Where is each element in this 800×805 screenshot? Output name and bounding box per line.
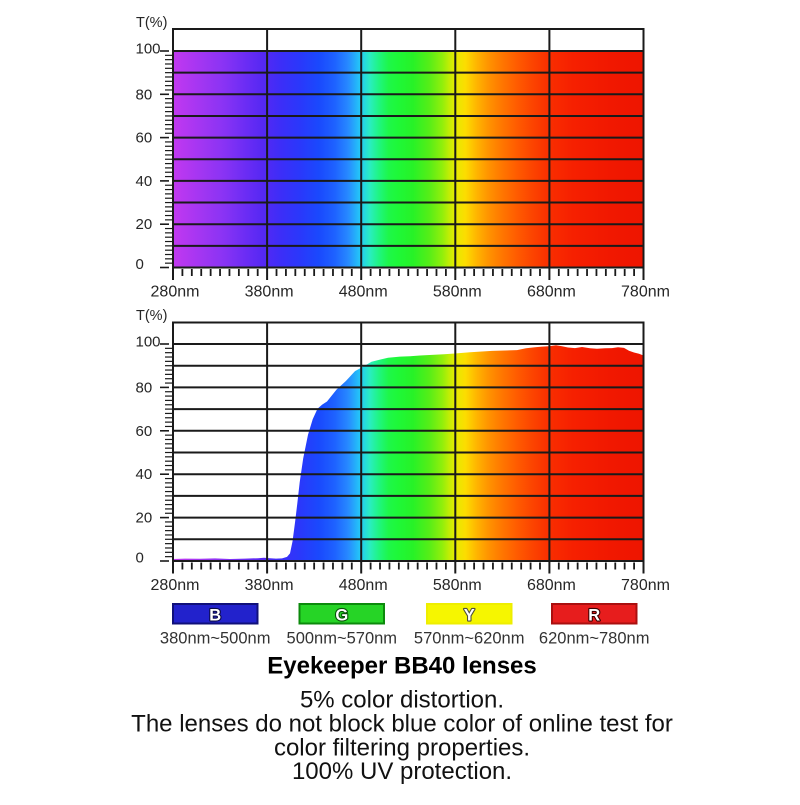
svg-text:580nm: 580nm [433,577,482,594]
svg-text:20: 20 [136,216,153,233]
svg-text:60: 60 [136,130,153,147]
svg-text:40: 40 [136,466,153,483]
svg-text:20: 20 [136,510,153,527]
svg-text:color filtering properties.: color filtering properties. [274,735,530,762]
svg-text:380nm: 380nm [245,577,294,594]
svg-text:680nm: 680nm [527,284,576,301]
svg-text:B: B [209,607,221,625]
svg-text:280nm: 280nm [151,577,200,594]
svg-text:The lenses do not block blue c: The lenses do not block blue color of on… [131,711,673,738]
svg-text:Eyekeeper BB40 lenses: Eyekeeper BB40 lenses [267,653,537,680]
svg-text:280nm: 280nm [151,284,200,301]
svg-text:480nm: 480nm [339,284,388,301]
svg-text:40: 40 [136,173,153,190]
svg-text:80: 80 [136,379,153,396]
svg-text:570nm~620nm: 570nm~620nm [414,630,525,648]
svg-text:620nm~780nm: 620nm~780nm [539,630,650,648]
svg-text:0: 0 [136,550,144,567]
svg-text:380nm~500nm: 380nm~500nm [160,630,271,648]
svg-text:100: 100 [136,334,161,351]
svg-text:680nm: 680nm [527,577,576,594]
svg-text:R: R [588,607,600,625]
svg-text:T(%): T(%) [136,15,167,31]
svg-text:580nm: 580nm [433,284,482,301]
svg-text:480nm: 480nm [339,577,388,594]
svg-text:100: 100 [136,41,161,58]
svg-text:5% color distortion.: 5% color distortion. [300,687,504,714]
svg-text:G: G [335,607,348,625]
svg-text:100% UV protection.: 100% UV protection. [292,758,512,785]
svg-text:780nm: 780nm [621,284,670,301]
svg-text:Y: Y [464,607,475,625]
svg-text:780nm: 780nm [621,577,670,594]
svg-text:60: 60 [136,423,153,440]
svg-text:0: 0 [136,256,144,273]
svg-text:80: 80 [136,86,153,103]
svg-text:T(%): T(%) [136,308,167,324]
svg-text:380nm: 380nm [245,284,294,301]
svg-text:500nm~570nm: 500nm~570nm [287,630,398,648]
